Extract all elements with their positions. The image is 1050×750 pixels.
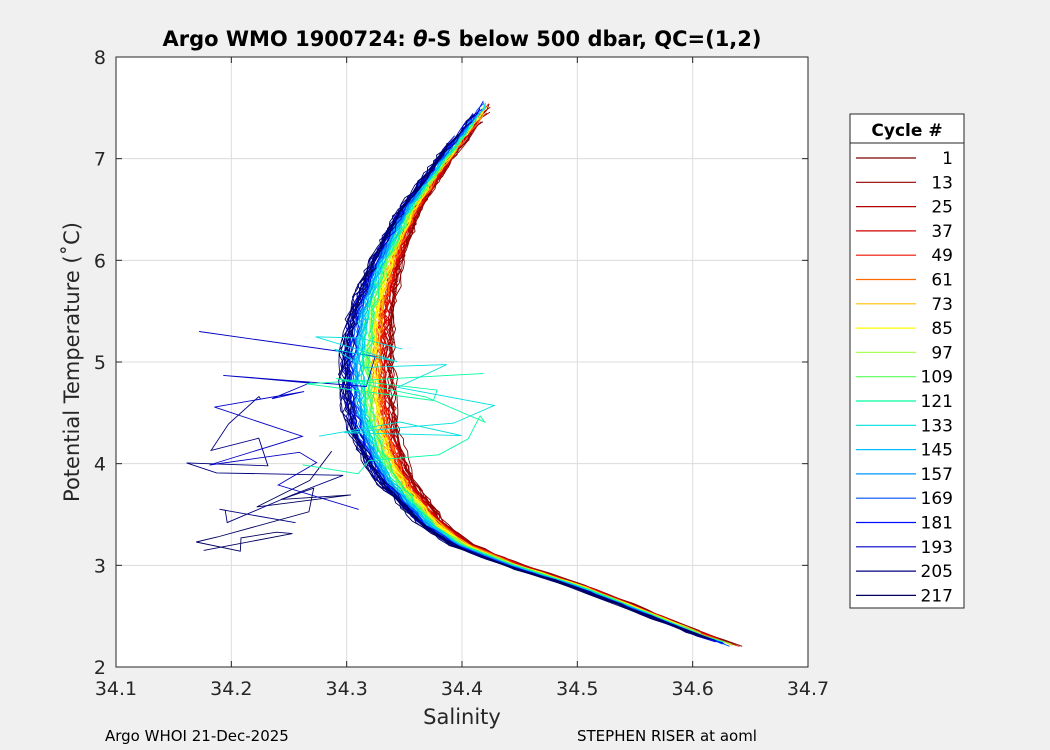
legend-label-37: 37 [931,222,953,242]
legend-label-25: 25 [931,198,953,218]
x-tick-label: 34.5 [556,678,598,700]
x-tick-label: 34.2 [210,678,252,700]
x-tick-label: 34.4 [441,678,483,700]
legend-label-157: 157 [921,465,953,485]
legend-label-145: 145 [921,441,953,461]
chart-title: Argo WMO 1900724: θ-S below 500 dbar, QC… [162,27,761,51]
legend-label-73: 73 [931,295,953,315]
x-tick-label: 34.3 [326,678,368,700]
profile-lines [186,100,743,647]
legend-box [849,113,965,609]
profile-line-cycle-85 [372,109,675,623]
legend-label-1: 1 [942,149,953,169]
legend-label-181: 181 [921,514,953,534]
x-axis-label: Salinity [423,705,501,729]
y-tick-label: 7 [94,149,106,171]
footer-left: Argo WHOI 21-Dec-2025 [105,727,289,745]
y-tick-label: 3 [94,555,106,577]
legend-label-109: 109 [921,368,953,388]
legend-items: 1 13 25 37 49 61 73 85 97 109 121 133 145 157 169 181 19… [856,149,953,606]
legend-label-193: 193 [921,538,953,558]
chart-title-prefix: Argo WMO 1900724: [162,27,413,51]
legend-label-133: 133 [921,416,953,436]
y-tick-label: 5 [94,352,106,374]
profile-noise-cycle-205 [186,395,344,524]
profile-noise-cycle-121 [302,373,487,475]
y-tick-label: 4 [94,454,106,476]
x-tick-label: 34.6 [672,678,714,700]
legend-label-97: 97 [931,343,953,363]
y-axis-label: Potential Temperature (˚C) [60,222,84,502]
legend-label-217: 217 [921,586,953,606]
axis-ticks: 34.1 34.2 34.3 34.4 34.5 34.6 34.7 2 3 4 5 6 7 8 [94,47,829,700]
profile-line-cycle-217 [344,134,698,636]
y-tick-label: 8 [94,47,106,69]
footer-right: STEPHEN RISER at aoml [577,727,757,745]
legend-label-61: 61 [931,271,953,291]
legend-label-85: 85 [931,319,953,339]
chart-title-theta: θ [413,27,427,51]
legend-label-205: 205 [921,562,953,582]
legend-title: Cycle # [871,121,942,141]
x-tick-label: 34.1 [95,678,137,700]
profile-line-cycle-217 [344,114,710,640]
legend-label-169: 169 [921,489,953,509]
x-tick-label: 34.7 [787,678,829,700]
legend: Cycle # 1 13 25 37 49 61 73 85 97 109 121 133 145 157… [849,113,965,609]
y-tick-label: 6 [94,250,106,272]
profile-noise-cycle-133 [315,336,496,437]
chart-title-suffix: -S below 500 dbar, QC=(1,2) [428,27,762,51]
legend-label-121: 121 [921,392,953,412]
legend-label-13: 13 [931,173,953,193]
legend-label-49: 49 [931,246,953,266]
profile-noise-cycle-193 [199,331,376,510]
profile-noise-cycle-217 [196,450,351,552]
y-tick-label: 2 [94,657,106,679]
